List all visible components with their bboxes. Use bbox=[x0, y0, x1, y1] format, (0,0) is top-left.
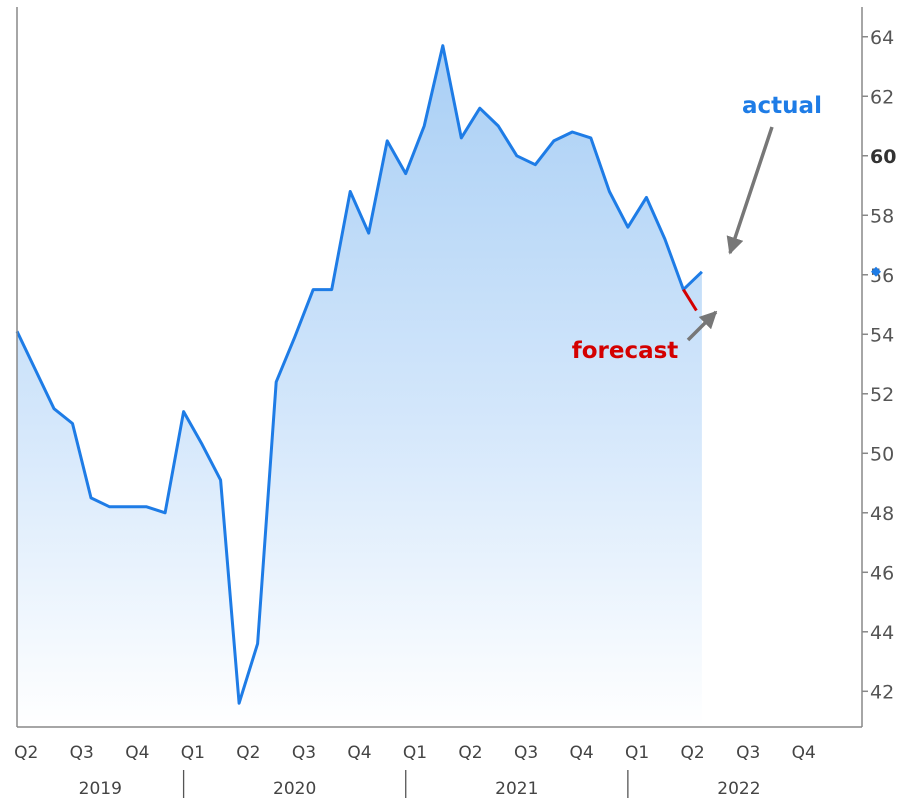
y-tick-label: 48 bbox=[870, 503, 894, 525]
x-tick-label: Q1 bbox=[625, 743, 649, 763]
x-tick-label: Q4 bbox=[792, 743, 816, 763]
y-tick-label: 58 bbox=[870, 205, 894, 227]
y-tick-label: 46 bbox=[870, 562, 894, 584]
x-tick-label: Q2 bbox=[681, 743, 705, 763]
x-tick-label: Q2 bbox=[236, 743, 260, 763]
x-tick-label: Q4 bbox=[569, 743, 593, 763]
year-label: 2020 bbox=[273, 779, 316, 799]
x-tick-label: Q3 bbox=[70, 743, 94, 763]
x-tick-label: Q1 bbox=[403, 743, 427, 763]
x-tick-label: Q3 bbox=[514, 743, 538, 763]
y-tick-label: 50 bbox=[870, 443, 894, 465]
y-tick-label: 62 bbox=[870, 86, 894, 108]
y-tick-label: 60 bbox=[870, 146, 896, 168]
annotation-arrow-forecast bbox=[686, 310, 718, 342]
x-tick-label: Q3 bbox=[292, 743, 316, 763]
y-tick-label: 42 bbox=[870, 681, 894, 703]
annotation-arrow-actual bbox=[726, 126, 774, 255]
y-tick-label: 52 bbox=[870, 384, 894, 406]
x-tick-label: Q2 bbox=[458, 743, 482, 763]
x-tick-label: Q3 bbox=[736, 743, 760, 763]
x-tick-label: Q1 bbox=[181, 743, 205, 763]
x-tick-label: Q4 bbox=[347, 743, 371, 763]
y-tick-label: 64 bbox=[870, 27, 894, 49]
year-label: 2019 bbox=[79, 779, 122, 799]
y-tick-label: 54 bbox=[870, 324, 894, 346]
area-fill bbox=[17, 45, 702, 727]
year-label: 2022 bbox=[717, 779, 760, 799]
annotation-actual: actual bbox=[742, 93, 822, 119]
series-line-forecast bbox=[682, 288, 698, 312]
year-label: 2021 bbox=[495, 779, 538, 799]
series-line-actual bbox=[15, 44, 703, 705]
x-tick-label: Q4 bbox=[125, 743, 149, 763]
last-value-marker bbox=[871, 266, 881, 277]
x-tick-label: Q2 bbox=[14, 743, 38, 763]
y-tick-label: 44 bbox=[870, 622, 894, 644]
annotation-forecast: forecast bbox=[572, 338, 679, 364]
y-tick-label: 56 bbox=[870, 265, 894, 287]
